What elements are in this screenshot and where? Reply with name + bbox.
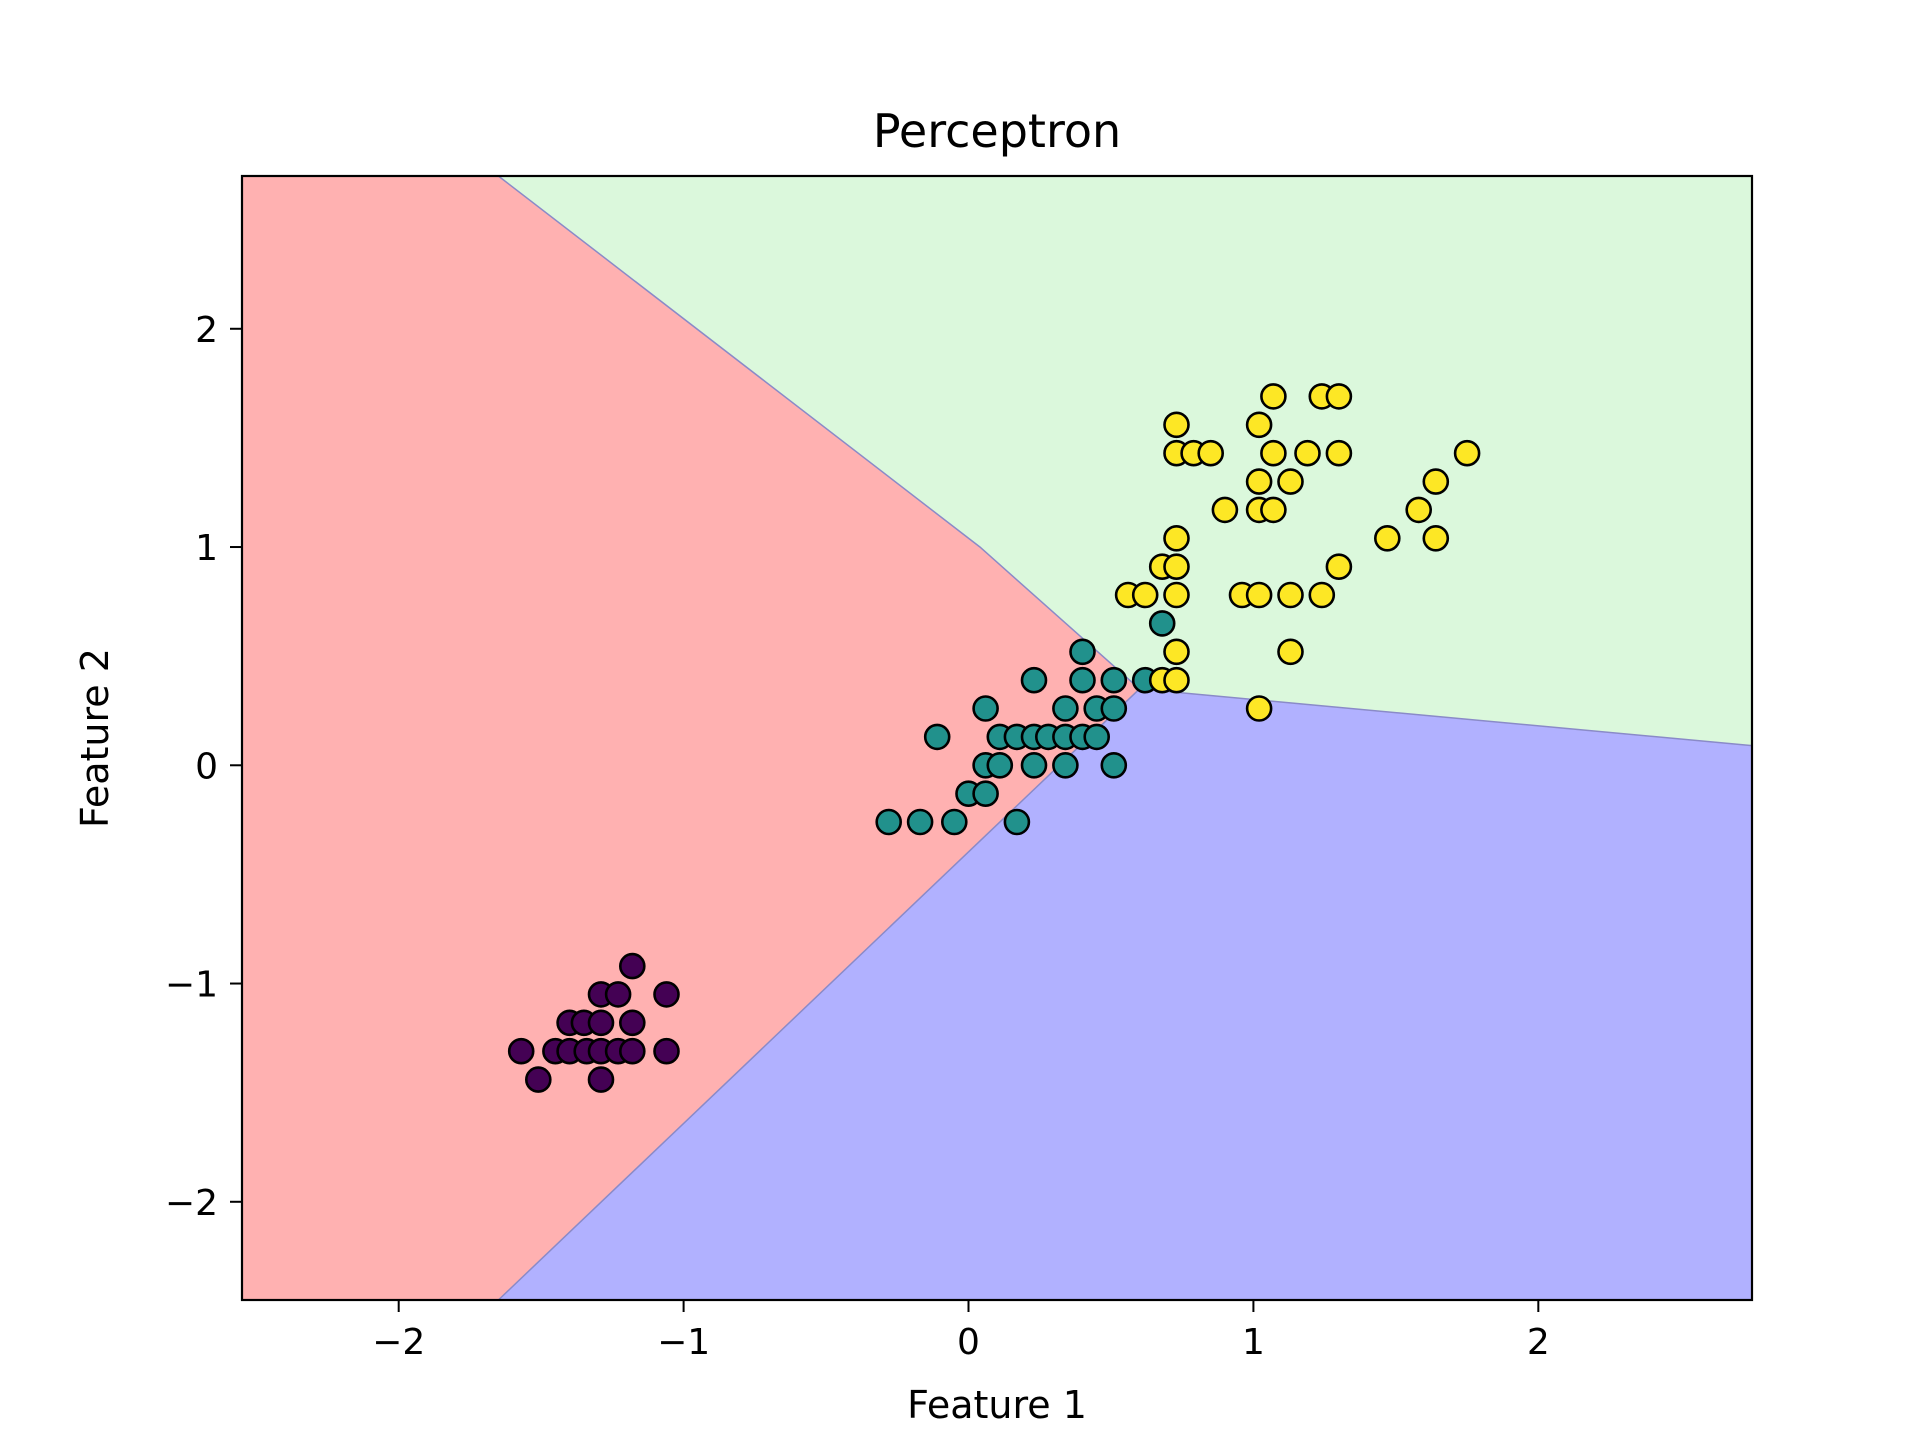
y-axis-ticks: −2 −1 0 1 2 [165,310,242,1224]
x-axis-ticks: −2 −1 0 1 2 [372,1300,1550,1363]
data-point-class-0 [618,952,646,980]
chart-title: Perceptron [873,104,1121,158]
data-point-class-2 [1405,496,1432,524]
decision-boundary-2 [1139,688,1753,747]
data-point-class-2 [1245,468,1273,495]
data-point-class-2 [1422,468,1450,495]
data-point-class-2 [1277,638,1304,666]
data-point-class-1 [986,751,1014,779]
x-axis-label: Feature 1 [907,1383,1087,1427]
data-point-class-1 [1069,666,1096,694]
data-point-class-2 [1245,581,1273,609]
data-point-class-2 [1422,524,1450,552]
data-point-class-1 [906,808,934,836]
data-point-class-2 [1260,496,1287,524]
data-point-class-1 [1052,695,1079,722]
y-tick-label: 0 [195,746,218,787]
data-point-class-1 [972,695,999,722]
x-tick-label: 2 [1527,1322,1550,1363]
data-point-class-1 [1148,610,1176,637]
data-point-class-2 [1211,496,1239,524]
x-tick-label: 1 [1242,1322,1265,1363]
data-point-class-1 [972,780,999,808]
data-point-class-2 [1260,383,1287,410]
data-point-class-1 [1069,638,1096,666]
data-point-class-2 [1277,468,1304,495]
data-point-class-2 [1163,666,1190,694]
data-point-class-0 [507,1037,535,1065]
data-point-class-1 [1100,751,1128,779]
data-point-class-1 [1003,808,1031,836]
y-tick-label: 1 [195,528,218,569]
x-tick-label: −2 [372,1322,425,1363]
data-point-class-0 [587,1009,615,1037]
data-point-class-2 [1325,439,1353,467]
data-point-class-1 [1020,666,1048,694]
data-point-class-0 [653,981,680,1008]
x-tick-label: 0 [957,1322,980,1363]
data-point-class-2 [1163,524,1190,552]
data-point-class-1 [1083,723,1110,751]
data-point-class-2 [1453,439,1481,467]
data-point-class-2 [1277,581,1304,609]
data-point-class-0 [587,1066,615,1093]
y-axis-label: Feature 2 [73,648,117,828]
data-point-class-2 [1294,439,1321,467]
y-tick-label: −1 [165,965,218,1006]
decision-boundary-3 [497,688,1141,1301]
data-point-class-1 [1020,751,1048,779]
data-point-class-1 [940,808,968,836]
data-point-class-2 [1260,439,1287,467]
data-point-class-1 [1100,666,1128,694]
data-point-class-2 [1163,411,1190,439]
data-point-class-1 [875,808,903,836]
data-point-class-2 [1197,439,1224,467]
data-point-class-1 [923,723,951,751]
data-point-class-0 [524,1066,552,1093]
x-tick-label: −1 [657,1322,710,1363]
data-point-class-0 [618,1037,646,1065]
data-points [507,383,1481,1093]
data-point-class-2 [1245,695,1273,722]
data-point-class-0 [653,1037,680,1065]
data-point-class-2 [1131,581,1159,609]
decision-regions [241,175,1753,1301]
data-point-class-2 [1163,581,1190,609]
data-point-class-1 [1052,751,1079,779]
y-tick-label: −2 [165,1183,218,1224]
data-point-class-2 [1163,638,1190,666]
data-point-class-2 [1163,553,1190,581]
data-point-class-2 [1374,524,1401,552]
data-point-class-0 [604,981,632,1008]
data-point-class-0 [618,1009,646,1037]
data-point-class-2 [1245,411,1273,439]
plot-frame [240,174,1754,1302]
data-point-class-2 [1308,581,1336,609]
data-point-class-2 [1325,383,1353,410]
y-tick-label: 2 [195,310,218,351]
data-point-class-2 [1325,553,1353,581]
data-point-class-1 [1100,695,1128,722]
